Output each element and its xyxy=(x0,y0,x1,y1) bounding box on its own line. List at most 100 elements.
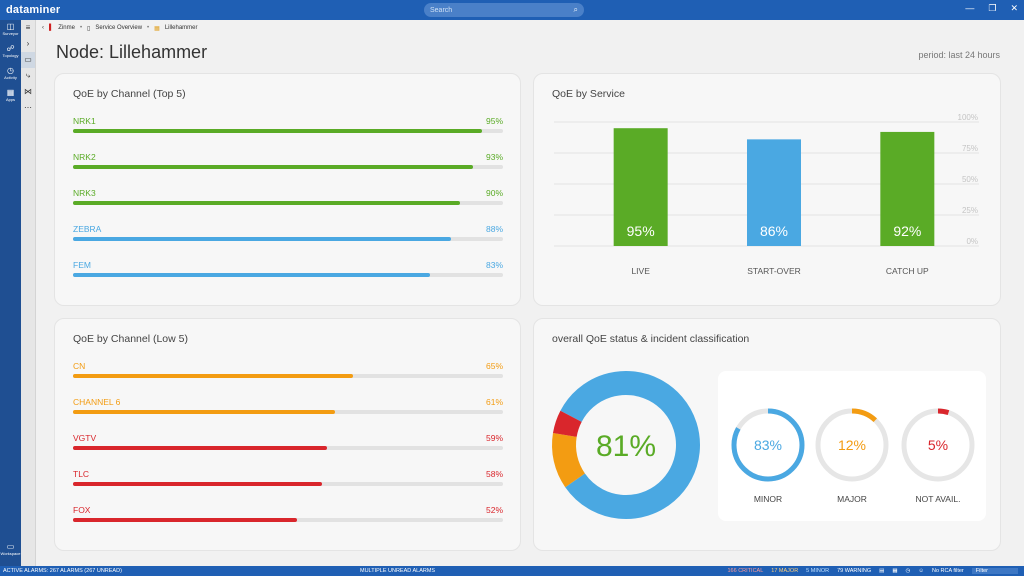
clock-icon[interactable]: ◷ xyxy=(905,568,911,574)
channel-name: ZEBRA xyxy=(73,224,102,234)
topology-icon: ☍ xyxy=(6,44,15,53)
bar-value-label: 86% xyxy=(760,223,788,239)
rca-filter[interactable]: No RCA filter xyxy=(931,568,964,574)
channel-value: 52% xyxy=(485,505,503,515)
bar-value-label: 92% xyxy=(893,223,921,239)
status-bar: ACTIVE ALARMS: 267 ALARMS (267 UNREAD) M… xyxy=(0,566,1024,576)
service-bar[interactable] xyxy=(880,131,935,246)
signal-icon[interactable]: ⋈ xyxy=(24,87,32,96)
channel-row[interactable]: NRK2 93% xyxy=(73,152,503,188)
bar-fill xyxy=(73,129,482,133)
gauge-minor: 83% MINOR xyxy=(728,405,808,504)
rail-item-label: Activity xyxy=(4,75,17,80)
critical-count[interactable]: 166 CRITICAL xyxy=(727,568,764,574)
bar-value-label: 95% xyxy=(627,223,655,239)
y-tick-label: 100% xyxy=(958,113,978,122)
bar-fill xyxy=(73,482,323,486)
rail-item-apps[interactable]: ▦ Apps xyxy=(0,86,21,108)
major-count[interactable]: 17 MAJOR xyxy=(771,568,799,574)
bar-fill xyxy=(73,273,430,277)
channel-row[interactable]: NRK3 90% xyxy=(73,188,503,224)
bar-track xyxy=(73,518,503,522)
flow-icon[interactable]: ⤷ xyxy=(25,71,31,80)
page-icon: ▯ xyxy=(87,25,91,32)
card-title: QoE by Service xyxy=(552,88,625,100)
service-card: QoE by Service 100% 75% 50% 25% 0% 95% LIVE 86%… xyxy=(533,73,1001,306)
bar-track xyxy=(73,201,503,205)
channel-row[interactable]: ZEBRA 88% xyxy=(73,224,503,260)
restore-icon[interactable]: ❐ xyxy=(988,3,997,13)
gauge-fill xyxy=(731,408,805,482)
service-bar[interactable] xyxy=(747,139,801,246)
warning-count[interactable]: 79 WARNING xyxy=(837,568,872,574)
channel-bar-list: NRK1 95% NRK2 93% NRK3 90% ZEBRA 88% FEM 83% xyxy=(73,116,503,296)
channel-name: TLC xyxy=(73,469,90,479)
bar-fill xyxy=(73,165,473,169)
rail-item-workspace[interactable]: ▭ Workspace xyxy=(0,540,21,562)
channel-row[interactable]: FEM 83% xyxy=(73,260,503,296)
channel-row[interactable]: VGTV 59% xyxy=(73,433,503,469)
gauge-label: MINOR xyxy=(753,494,783,504)
channel-row[interactable]: FOX 52% xyxy=(73,505,503,541)
app-logo: dataminer xyxy=(6,4,61,16)
channel-row[interactable]: CN 65% xyxy=(73,361,503,397)
gauge-value: 12% xyxy=(838,437,866,453)
channel-row[interactable]: CHANNEL 6 61% xyxy=(73,397,503,433)
service-bar-chart: 100% 75% 50% 25% 0% 95% LIVE 86% START-OVER 92% CA… xyxy=(554,113,979,276)
hamburger-icon[interactable]: ≡ xyxy=(25,23,31,32)
surveyor-icon: ◫ xyxy=(6,22,15,31)
minor-count[interactable]: 5 MINOR xyxy=(806,568,830,574)
search-icon[interactable]: ⌕ xyxy=(573,5,578,14)
list-icon[interactable]: ▤ xyxy=(879,568,885,574)
grid-icon[interactable]: ▦ xyxy=(892,568,898,574)
activity-icon: ◷ xyxy=(7,66,14,75)
sub-rail: ≡ › ▭ ⤷ ⋈ ⋯ xyxy=(21,20,36,566)
rail-item-label: Topology xyxy=(2,53,19,58)
channel-value: 59% xyxy=(485,433,503,443)
category-label: CATCH UP xyxy=(886,266,929,276)
rail-item-label: Apps xyxy=(5,97,16,102)
user-icon[interactable]: ☺ xyxy=(918,568,924,574)
y-tick-label: 75% xyxy=(962,144,978,153)
overall-donut: 81% xyxy=(550,369,702,526)
breadcrumb-separator: • xyxy=(79,25,83,31)
channel-value: 65% xyxy=(485,361,503,371)
breadcrumb-item[interactable]: Service Overview xyxy=(95,25,143,31)
bar-fill xyxy=(73,237,452,241)
donut-segment xyxy=(552,371,701,519)
gauge-fill xyxy=(901,408,975,482)
channel-name: FEM xyxy=(73,260,91,270)
bar-track xyxy=(73,273,503,277)
channel-name: CN xyxy=(73,361,86,371)
donut-value: 81% xyxy=(596,430,656,463)
minimize-icon[interactable]: — xyxy=(965,3,975,13)
close-icon[interactable]: ✕ xyxy=(1010,3,1018,13)
channel-name: NRK1 xyxy=(73,116,96,126)
channel-row[interactable]: TLC 58% xyxy=(73,469,503,505)
incident-gauges: 83% MINOR 12% MAJOR 5% NOT AVAIL. xyxy=(718,371,986,521)
channel-value: 58% xyxy=(485,469,503,479)
breadcrumb-item[interactable]: Lillehammer xyxy=(164,25,198,31)
filter-input[interactable]: Filter xyxy=(971,568,1018,574)
service-bar[interactable] xyxy=(613,128,668,246)
bar-fill xyxy=(73,518,297,522)
rail-item-topology[interactable]: ☍ Topology xyxy=(0,42,21,64)
period-label: period: last 24 hours xyxy=(918,50,1000,60)
channel-name: CHANNEL 6 xyxy=(73,397,121,407)
channel-row[interactable]: NRK1 95% xyxy=(73,116,503,152)
monitor-icon[interactable]: ▭ xyxy=(21,52,35,68)
rail-item-surveyor[interactable]: ◫ Surveyor xyxy=(0,20,21,42)
back-icon[interactable]: ‹ xyxy=(42,25,44,31)
card-title: QoE by Channel (Low 5) xyxy=(73,333,188,345)
more-icon[interactable]: ⋯ xyxy=(24,103,32,112)
unread-alarms-text[interactable]: MULTIPLE UNREAD ALARMS xyxy=(360,568,436,574)
active-alarms-text[interactable]: ACTIVE ALARMS: 267 ALARMS (267 UNREAD) xyxy=(3,568,122,574)
bar-track xyxy=(73,165,503,169)
rail-item-activity[interactable]: ◷ Activity xyxy=(0,64,21,86)
channel-name: NRK2 xyxy=(73,152,96,162)
breadcrumb-item[interactable]: Zinme xyxy=(58,25,75,31)
bar-track xyxy=(73,410,503,414)
chevron-right-icon[interactable]: › xyxy=(26,39,30,48)
y-tick-label: 0% xyxy=(966,237,978,246)
search-box[interactable]: Search ⌕ xyxy=(424,3,584,17)
